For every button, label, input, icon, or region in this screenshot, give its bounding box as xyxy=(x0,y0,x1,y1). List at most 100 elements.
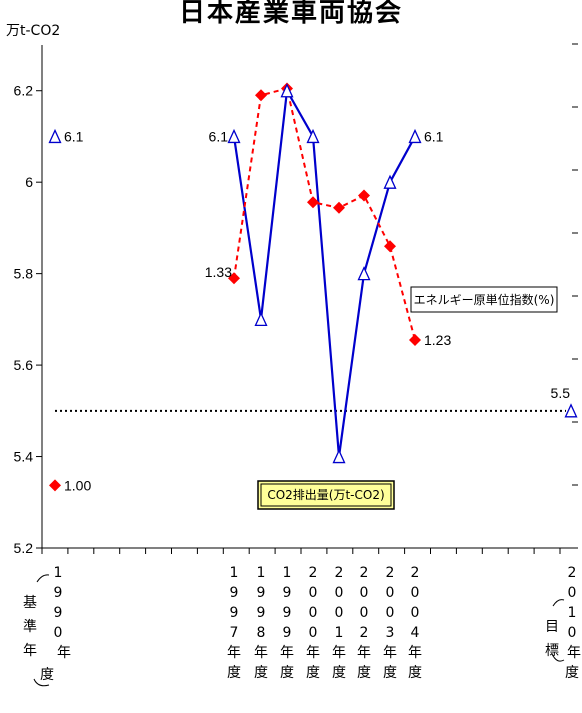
energy-point xyxy=(228,272,240,285)
co2-point xyxy=(332,448,346,464)
x-axis-label-char: 0 xyxy=(386,605,395,621)
y-tick-label: 5.2 xyxy=(14,540,34,556)
x-axis-label-char: 9 xyxy=(54,585,63,601)
x-axis-label-char: 9 xyxy=(283,605,292,621)
base-year-char: 年 xyxy=(23,643,37,659)
x-axis-label-char: 2 xyxy=(568,565,577,581)
x-axis-label-char: 年 xyxy=(227,645,241,661)
x-axis-label-char: 年 xyxy=(383,645,397,661)
base-bracket-top xyxy=(36,574,50,583)
x-axis-label-char: 年 xyxy=(57,645,71,661)
co2-point xyxy=(383,174,397,189)
x-axis-label-char: 1 xyxy=(230,565,239,581)
x-axis-label-char: 年 xyxy=(332,645,346,661)
legend-co2-label: CO2排出量(万t-CO2) xyxy=(267,488,384,502)
energy-point xyxy=(307,196,319,209)
base-year-char: 準 xyxy=(23,619,37,635)
data-label: 6.1 xyxy=(64,128,84,144)
x-axis-label-char: 度 xyxy=(280,665,294,681)
co2-point xyxy=(564,403,578,418)
x-axis-label-char: 9 xyxy=(257,585,266,601)
energy-point xyxy=(49,479,61,492)
data-label: 5.5 xyxy=(551,385,571,401)
x-axis-label-char: 9 xyxy=(230,585,239,601)
co2-point xyxy=(280,83,294,98)
energy-point xyxy=(384,240,396,253)
energy-point xyxy=(255,89,267,102)
co2-series-line xyxy=(232,87,416,457)
y-tick-label: 6.2 xyxy=(14,83,34,99)
x-axis-label-char: 2 xyxy=(386,565,395,581)
co2-point xyxy=(227,128,241,144)
target-bracket-top xyxy=(552,599,565,607)
data-label: 1.00 xyxy=(64,477,91,493)
x-axis-label-char: 4 xyxy=(411,625,420,641)
x-axis-label-char: 2 xyxy=(335,565,344,581)
x-axis-label-char: 8 xyxy=(257,625,266,641)
x-axis-label-char: 0 xyxy=(335,585,344,601)
energy-point xyxy=(358,189,370,202)
y-tick-label: 5.6 xyxy=(14,357,34,373)
legend-energy-label: エネルギー原単位指数(%) xyxy=(414,292,555,307)
x-axis-label-char: 0 xyxy=(360,605,369,621)
energy-series-line xyxy=(233,87,416,341)
x-axis-label-char: 1 xyxy=(568,605,577,621)
target-year-char: 標 xyxy=(545,643,559,659)
x-axis-label-char: 度 xyxy=(565,665,579,681)
x-axis-label-char: 年 xyxy=(254,645,268,661)
data-label: 1.23 xyxy=(424,332,451,348)
x-axis-label-char: 度 xyxy=(227,665,241,681)
x-axis-label-char: 3 xyxy=(386,625,395,641)
x-axis-label-char: 年 xyxy=(408,645,422,661)
legend-co2-inner xyxy=(260,483,392,507)
y-tick-label: 5.8 xyxy=(14,266,34,282)
x-axis-label-char: 9 xyxy=(283,625,292,641)
x-axis-label-char: 1 xyxy=(257,565,266,581)
legend-energy-box xyxy=(410,286,558,313)
x-axis-label-char: 年 xyxy=(280,645,294,661)
target-year-char: 目 xyxy=(545,619,559,635)
co2-point xyxy=(357,266,371,281)
x-axis-label-char: 1 xyxy=(335,625,344,641)
x-axis-label-char: 年 xyxy=(306,645,320,661)
x-axis-label-char: 年 xyxy=(357,645,371,661)
x-axis-label-char: 0 xyxy=(335,605,344,621)
x-axis-label-char: 0 xyxy=(309,605,318,621)
data-label: 6.1 xyxy=(424,128,444,144)
x-axis-label-char: 度 xyxy=(408,665,422,681)
data-label: 6.1 xyxy=(209,128,229,144)
data-label: 1.33 xyxy=(205,264,232,280)
y-tick-label: 6 xyxy=(25,174,33,190)
x-axis-label-char: 0 xyxy=(411,605,420,621)
target-bracket-bottom xyxy=(551,653,565,662)
chart-title: 日本産業車両協会 xyxy=(178,0,403,28)
x-axis-label-char: 度 xyxy=(383,665,397,681)
x-axis-label-char: 0 xyxy=(568,585,577,601)
x-axis-label-char: 度 xyxy=(332,665,346,681)
x-axis-label-char: 2 xyxy=(360,565,369,581)
energy-point xyxy=(409,333,421,346)
co2-point xyxy=(48,128,62,144)
co2-point xyxy=(254,311,268,327)
x-axis-label-char: 2 xyxy=(360,625,369,641)
x-axis-label-char: 度 xyxy=(357,665,371,681)
x-axis-label-char: 0 xyxy=(386,585,395,601)
x-axis-label-char: 2 xyxy=(411,565,420,581)
energy-point xyxy=(333,201,345,214)
co2-point xyxy=(408,128,422,144)
x-axis-label-char: 9 xyxy=(230,605,239,621)
x-axis-label-char: 0 xyxy=(309,625,318,641)
legend-co2-box xyxy=(257,480,395,510)
x-axis-label-char: 7 xyxy=(230,625,239,641)
x-axis-label-char: 1 xyxy=(54,565,63,581)
x-axis-label-char: 9 xyxy=(257,605,266,621)
x-axis-label-char: 0 xyxy=(411,585,420,601)
x-axis-label-char: 度 xyxy=(254,665,268,681)
x-axis-label-char: 9 xyxy=(283,585,292,601)
base-bracket-bottom xyxy=(33,678,50,687)
x-axis-label-char: 1 xyxy=(283,565,292,581)
base-year-char: 度 xyxy=(40,667,54,683)
y-axis-unit-label: 万t-CO2 xyxy=(6,23,61,39)
x-axis-label-char: 2 xyxy=(309,565,318,581)
